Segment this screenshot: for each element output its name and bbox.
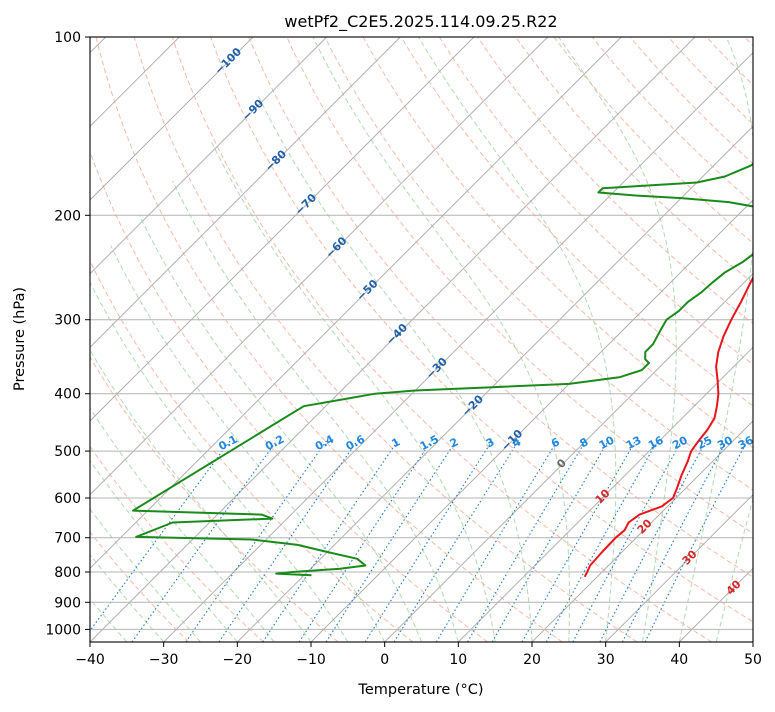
- y-tick-label: 700: [54, 531, 81, 547]
- x-tick-label: −20: [223, 652, 253, 668]
- x-tick-label: 20: [523, 652, 541, 668]
- x-tick-label: −40: [75, 652, 105, 668]
- x-tick-label: −10: [296, 652, 326, 668]
- x-tick-label: 30: [597, 652, 615, 668]
- x-tick-label: 50: [744, 652, 762, 668]
- y-tick-label: 400: [54, 387, 81, 403]
- x-tick-label: 10: [449, 652, 467, 668]
- y-axis-title: Pressure (hPa): [12, 287, 28, 391]
- x-axis-title: Temperature (°C): [357, 682, 483, 698]
- y-tick-label: 500: [54, 444, 81, 460]
- y-tick-label: 800: [54, 565, 81, 581]
- y-tick-label: 100: [54, 30, 81, 46]
- y-tick-label: 600: [54, 491, 81, 507]
- chart-title: wetPf2_C2E5.2025.114.09.25.R22: [284, 12, 557, 32]
- y-tick-label: 900: [54, 595, 81, 611]
- y-tick-label: 1000: [45, 622, 81, 638]
- x-tick-label: 0: [380, 652, 389, 668]
- y-tick-label: 200: [54, 208, 81, 224]
- y-tick-label: 300: [54, 313, 81, 329]
- x-tick-label: 40: [670, 652, 688, 668]
- x-tick-label: −30: [149, 652, 179, 668]
